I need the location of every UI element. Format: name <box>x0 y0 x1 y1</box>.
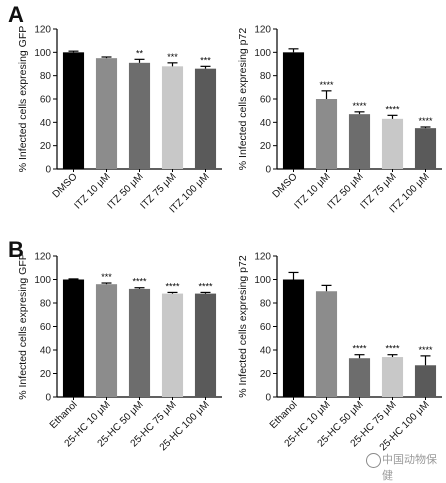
bar-4 <box>414 365 437 397</box>
y-tick-label: 40 <box>260 346 272 357</box>
significance-label-3: *** <box>167 52 178 62</box>
y-tick-label: 80 <box>40 299 52 310</box>
significance-label-2: ** <box>136 48 144 58</box>
significance-label-4: *** <box>200 55 211 65</box>
significance-label-3: **** <box>385 104 400 114</box>
watermark-text: 中国动物保健 <box>382 453 437 482</box>
y-axis-title: % Infected cells expresing GFP <box>17 253 29 399</box>
y-axis-title: % Infected cells expresing p72 <box>237 255 249 398</box>
significance-label-4: **** <box>198 281 213 291</box>
significance-label-1: *** <box>101 272 112 282</box>
y-tick-label: 100 <box>254 275 271 286</box>
y-tick-label: 60 <box>40 322 52 333</box>
significance-label-3: **** <box>165 281 180 291</box>
significance-label-4: **** <box>418 345 433 355</box>
watermark-icon <box>366 453 381 468</box>
y-tick-label: 0 <box>45 393 51 404</box>
y-tick-label: 0 <box>265 165 271 176</box>
bar-1 <box>315 291 338 397</box>
x-category-label-0: DMSO <box>271 171 300 200</box>
significance-label-1: **** <box>319 80 334 90</box>
y-tick-label: 120 <box>34 252 51 263</box>
bar-2 <box>128 288 151 397</box>
bar-2 <box>128 62 151 170</box>
y-tick-label: 120 <box>254 25 271 36</box>
bar-4 <box>194 293 217 397</box>
bar-2 <box>348 358 371 397</box>
bar-0 <box>282 52 305 170</box>
bar-0 <box>62 279 85 397</box>
bar-1 <box>95 284 118 397</box>
y-tick-label: 0 <box>45 165 51 176</box>
chart-panel-2: 0 20 40 60 80 100 120 % Infected cells expresin… <box>17 252 222 453</box>
panel-label-a: A <box>8 2 24 27</box>
y-tick-label: 120 <box>254 252 271 263</box>
significance-label-2: **** <box>132 277 147 287</box>
bar-4 <box>414 128 437 169</box>
y-tick-label: 40 <box>40 346 52 357</box>
y-axis-title: % Infected cells expresing p72 <box>237 28 249 171</box>
y-tick-label: 20 <box>40 369 52 380</box>
y-tick-label: 20 <box>260 141 272 152</box>
y-tick-label: 80 <box>260 299 272 310</box>
bar-3 <box>381 357 404 397</box>
significance-label-2: **** <box>352 101 367 111</box>
bar-2 <box>348 114 371 169</box>
y-tick-label: 100 <box>34 48 51 59</box>
y-tick-label: 60 <box>40 95 52 106</box>
x-category-label-0: Ethanol <box>268 399 300 431</box>
significance-label-2: **** <box>352 344 367 354</box>
bar-4 <box>194 68 217 169</box>
y-tick-label: 80 <box>260 71 272 82</box>
y-tick-label: 20 <box>260 369 272 380</box>
bar-0 <box>62 52 85 170</box>
y-tick-label: 80 <box>40 71 52 82</box>
y-tick-label: 20 <box>40 141 52 152</box>
bar-3 <box>161 293 184 397</box>
y-tick-label: 40 <box>260 118 272 129</box>
y-tick-label: 40 <box>40 118 52 129</box>
y-tick-label: 120 <box>34 25 51 36</box>
chart-panel-3: 0 20 40 60 80 100 120 % Infected cells expresin… <box>237 252 442 453</box>
x-category-label-0: DMSO <box>51 171 80 200</box>
y-tick-label: 60 <box>260 95 272 106</box>
bar-0 <box>282 279 305 397</box>
x-category-label-0: Ethanol <box>48 399 80 431</box>
y-tick-label: 0 <box>265 393 271 404</box>
bar-3 <box>161 66 184 169</box>
panel-label-b: B <box>8 237 24 262</box>
significance-label-4: **** <box>418 116 433 126</box>
y-axis-title: % Infected cells expresing GFP <box>17 26 29 172</box>
bar-1 <box>315 99 338 169</box>
y-tick-label: 60 <box>260 322 272 333</box>
y-tick-label: 100 <box>254 48 271 59</box>
bar-3 <box>381 118 404 169</box>
significance-label-3: **** <box>385 344 400 354</box>
y-tick-label: 100 <box>34 275 51 286</box>
chart-panel-0: 0 20 40 60 80 100 120 % Infected cells expresin… <box>17 25 222 215</box>
chart-panel-1: 0 20 40 60 80 100 120 % Infected cells expresin… <box>237 25 442 215</box>
bar-1 <box>95 58 118 169</box>
